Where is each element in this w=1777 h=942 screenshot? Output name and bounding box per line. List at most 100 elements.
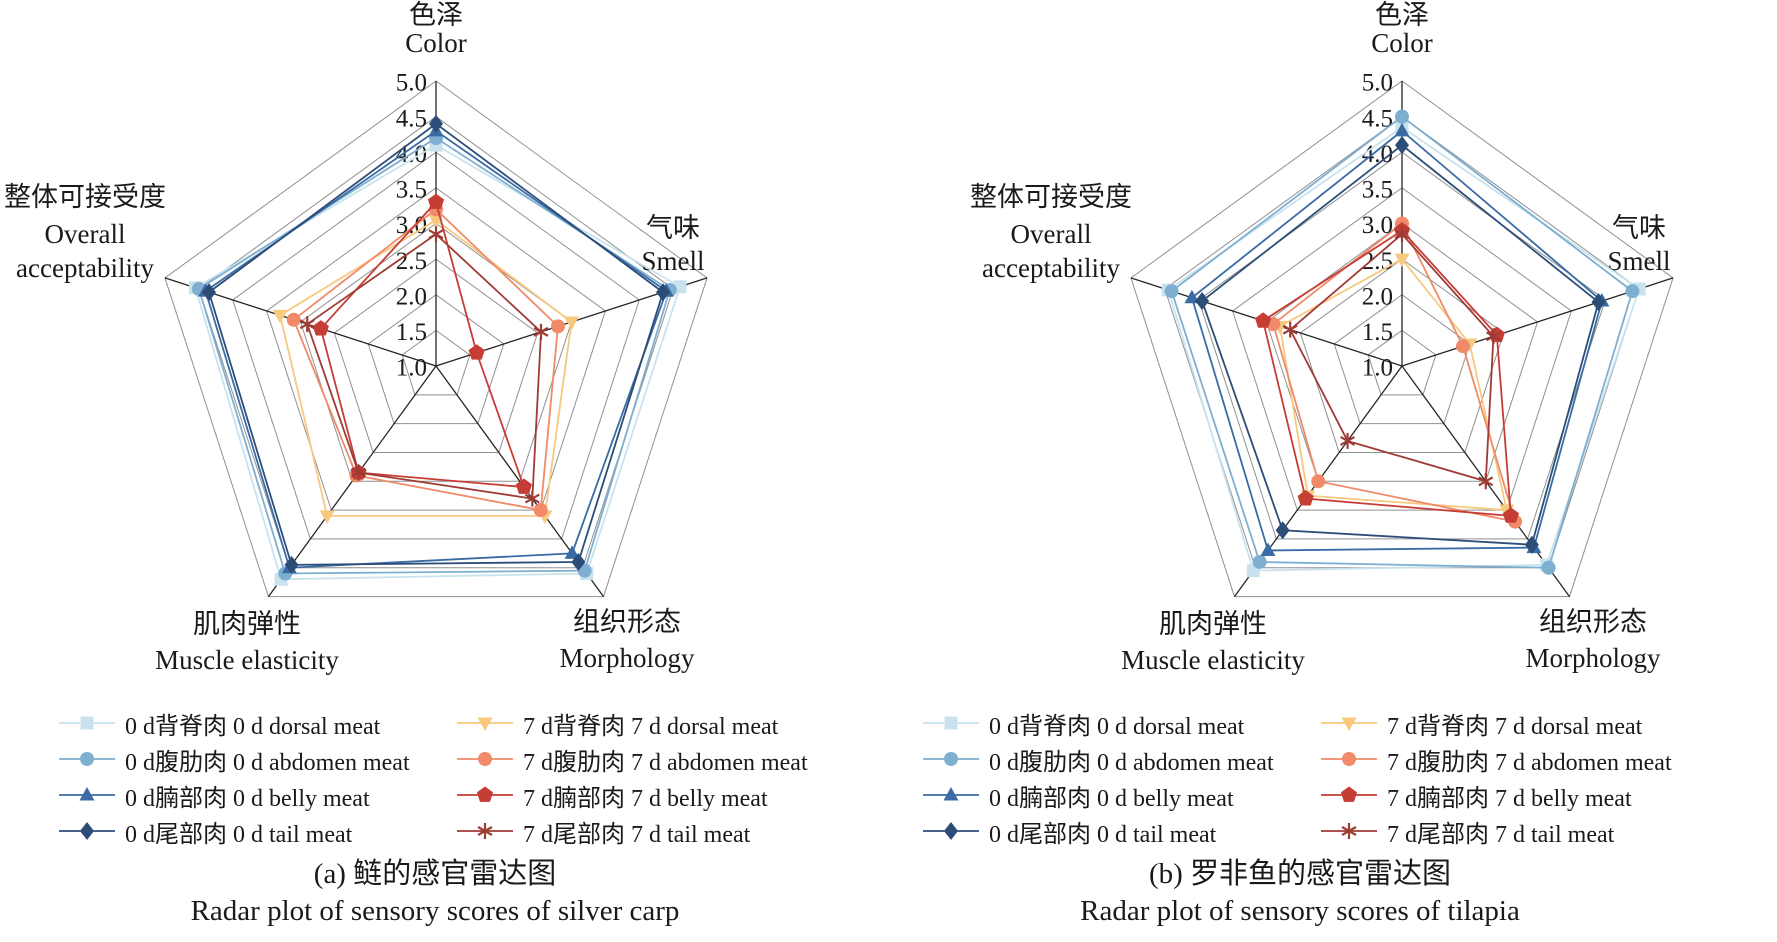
axis-title-line: Smell	[1607, 246, 1670, 276]
diamond-marker-icon	[429, 114, 443, 133]
legend-item: 7 d尾部肉 7 d tail meat	[456, 814, 808, 849]
legend-marker	[457, 717, 513, 731]
tick-label: 1.5	[396, 319, 427, 346]
axis-title-line: Overall	[45, 219, 126, 249]
asterisk-marker-icon	[299, 316, 315, 333]
axis-title-line: 色泽	[409, 0, 463, 30]
diamond-marker-icon	[1395, 136, 1409, 155]
caption-subtitle-a: Radar plot of sensory scores of silver c…	[190, 895, 680, 927]
tick-label: 5.0	[1362, 70, 1393, 97]
axis-title-line: 整体可接受度	[970, 182, 1132, 212]
legend-item: 0 d背脊肉 0 d dorsal meat	[922, 706, 1320, 741]
circle-marker-icon	[1342, 752, 1356, 766]
axis-title-line: Smell	[641, 246, 704, 276]
diamond-marker-icon	[1591, 293, 1606, 312]
circle-marker-icon	[1252, 554, 1267, 569]
caption-title-a: (a) 鲢的感官雷达图	[313, 858, 557, 890]
diamond-marker-icon	[944, 822, 958, 840]
legend-label: 0 d尾部肉 0 d tail meat	[989, 821, 1217, 848]
series-1	[1164, 109, 1640, 575]
axis-title-line: Muscle elasticity	[1121, 645, 1305, 675]
legend-label: 0 d背脊肉 0 d dorsal meat	[989, 713, 1245, 740]
legend-item: 7 d腩部肉 7 d belly meat	[456, 778, 808, 813]
diamond-marker-icon	[1275, 521, 1290, 540]
axis-title-line: 气味	[646, 213, 700, 243]
circle-marker-icon	[478, 752, 492, 766]
caption-subtitle-b: Radar plot of sensory scores of tilapia	[1080, 895, 1520, 927]
axis-title-line: acceptability	[16, 253, 154, 283]
series-3	[1195, 136, 1606, 554]
circle-marker-icon	[1455, 339, 1470, 354]
tick-label: 3.5	[1362, 177, 1393, 204]
axis-title-line: Color	[405, 28, 467, 58]
circle-marker-icon	[1541, 560, 1556, 575]
axis-spokes	[164, 81, 708, 597]
legend-item: 7 d腩部肉 7 d belly meat	[1320, 778, 1672, 813]
circle-marker-icon	[533, 503, 548, 518]
series-1	[191, 131, 677, 581]
tick-label: 1.0	[396, 355, 427, 382]
axis-title-line: Morphology	[1526, 643, 1662, 673]
legend-label: 7 d腹肋肉 7 d abdomen meat	[523, 749, 808, 776]
triangle-up-marker-icon	[1260, 542, 1276, 556]
legend-marker	[457, 786, 513, 802]
radial-tick-labels: 5.04.54.03.53.02.52.01.51.0	[396, 70, 427, 382]
legend-marker	[59, 787, 115, 801]
circle-marker-icon	[1625, 284, 1640, 299]
tick-label: 4.5	[1362, 105, 1393, 132]
radar-chart-silver-carp: 5.04.54.03.53.02.52.01.51.0色泽Color气味Smel…	[4, 0, 1674, 675]
axis-title-line: Muscle elasticity	[155, 645, 339, 675]
legend-item: 0 d腩部肉 0 d belly meat	[58, 778, 456, 813]
tick-label: 1.5	[1362, 319, 1393, 346]
legend-item: 7 d腹肋肉 7 d abdomen meat	[456, 742, 808, 777]
triangle-down-marker-icon	[1341, 717, 1357, 731]
legend-marker	[1321, 717, 1377, 731]
pentagon-marker-icon	[468, 344, 485, 360]
legend-marker	[59, 716, 115, 730]
legend-label: 7 d腩部肉 7 d belly meat	[523, 785, 768, 812]
tick-label: 2.0	[1362, 283, 1393, 310]
axis-title-line: Overall	[1011, 219, 1092, 249]
legend-marker	[59, 822, 115, 840]
legend-marker	[923, 822, 979, 840]
pentagon-marker-icon	[1297, 490, 1314, 506]
pentagon-marker-icon	[515, 478, 533, 494]
asterisk-marker-icon	[1282, 321, 1298, 338]
circle-marker-icon	[1164, 284, 1179, 299]
diamond-marker-icon	[284, 555, 299, 574]
axis-title-line: 整体可接受度	[4, 182, 166, 212]
legend-marker	[923, 716, 979, 730]
legend-marker	[59, 752, 115, 766]
diamond-marker-icon	[201, 283, 216, 302]
series-6	[312, 193, 533, 494]
asterisk-marker-icon	[428, 226, 444, 243]
legend-item: 7 d背脊肉 7 d dorsal meat	[1320, 706, 1672, 741]
legend-label: 0 d腹肋肉 0 d abdomen meat	[989, 749, 1274, 776]
legend-label: 0 d尾部肉 0 d tail meat	[125, 821, 353, 848]
asterisk-marker-icon	[1486, 328, 1501, 345]
legend-label: 7 d尾部肉 7 d tail meat	[1387, 821, 1615, 848]
pentagon-marker-icon	[1340, 786, 1358, 802]
circle-marker-icon	[550, 319, 565, 334]
axis-title-line: Morphology	[560, 643, 696, 673]
legend-label: 0 d腩部肉 0 d belly meat	[989, 785, 1234, 812]
axis-title-line: 肌肉弹性	[193, 609, 301, 639]
axis-title-line: 肌肉弹性	[1159, 609, 1267, 639]
legend-item: 7 d背脊肉 7 d dorsal meat	[456, 706, 808, 741]
pentagon-marker-icon	[1502, 507, 1519, 523]
legend-marker	[923, 752, 979, 766]
pentagon-marker-icon	[312, 320, 329, 336]
series-7	[1282, 226, 1501, 490]
pentagon-marker-icon	[1255, 312, 1272, 328]
legend-label: 7 d腹肋肉 7 d abdomen meat	[1387, 749, 1672, 776]
circle-marker-icon	[1395, 109, 1409, 124]
asterisk-marker-icon	[477, 823, 493, 839]
legend-marker	[1321, 823, 1377, 839]
circle-marker-icon	[80, 752, 94, 766]
legend-label: 7 d腩部肉 7 d belly meat	[1387, 785, 1632, 812]
legend-item: 7 d腹肋肉 7 d abdomen meat	[1320, 742, 1672, 777]
square-marker-icon	[944, 716, 958, 730]
